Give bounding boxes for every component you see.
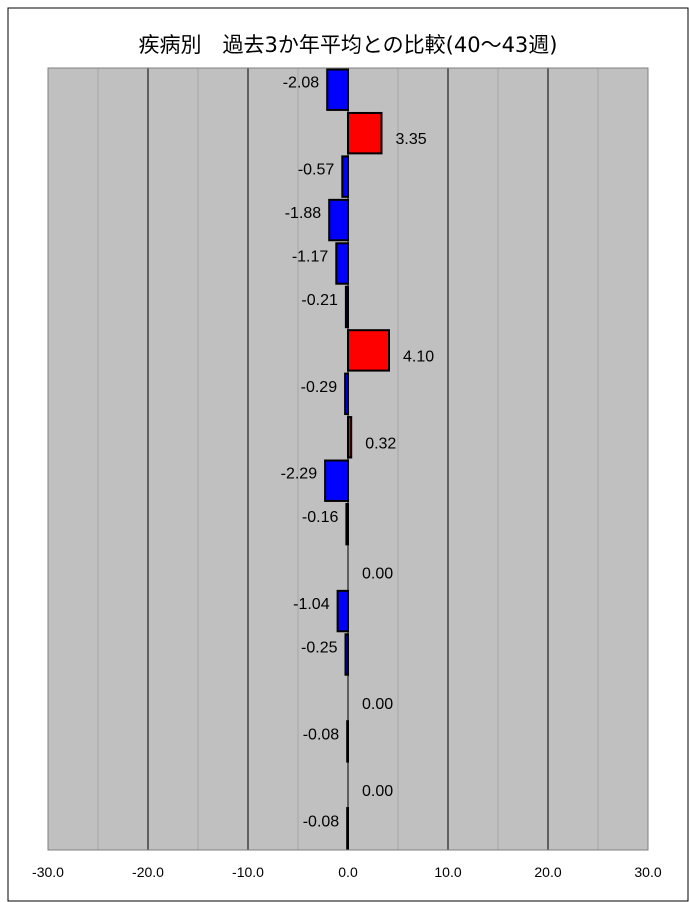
bar <box>346 807 350 850</box>
bar <box>328 198 350 242</box>
data-label: -0.21 <box>301 292 338 309</box>
data-label: -2.29 <box>281 466 318 483</box>
bar <box>345 502 349 546</box>
bar <box>326 68 350 111</box>
x-tick-label: -30.0 <box>32 864 64 880</box>
bar <box>335 242 349 285</box>
bar <box>344 285 349 329</box>
data-label: 0.32 <box>365 435 396 452</box>
data-label: -0.08 <box>303 726 340 743</box>
data-label: -1.88 <box>285 205 322 222</box>
x-tick-label: 10.0 <box>434 864 461 880</box>
data-label: -2.08 <box>283 75 320 92</box>
data-label: -0.57 <box>298 162 335 179</box>
bar <box>341 155 349 198</box>
bar <box>344 372 350 416</box>
chart-title: 疾病別 過去3か年平均との比較(40〜43週) <box>139 33 558 57</box>
bar <box>344 633 349 676</box>
bar <box>324 459 350 502</box>
x-tick-label: -10.0 <box>232 864 264 880</box>
gridlines <box>47 67 649 851</box>
x-tick-label: 20.0 <box>534 864 561 880</box>
bar <box>347 416 353 459</box>
x-tick-label: 0.0 <box>338 864 358 880</box>
x-tick-label: 30.0 <box>634 864 661 880</box>
bar <box>347 329 390 372</box>
data-label: 0.00 <box>362 566 393 583</box>
x-tick-label: -20.0 <box>132 864 164 880</box>
data-labels: -2.08 3.35 -0.57 -1.88 -1.17 -0.21 4.10 -0.29 0.… <box>281 75 435 831</box>
data-label: -1.17 <box>292 248 329 265</box>
bar <box>336 589 350 633</box>
bars <box>324 68 390 850</box>
bar <box>346 720 350 763</box>
bar <box>347 111 383 155</box>
data-label: -1.04 <box>293 596 330 613</box>
data-label: -0.25 <box>301 639 338 656</box>
data-label: -0.16 <box>302 509 339 526</box>
plot-border <box>47 67 649 851</box>
data-label: 3.35 <box>396 131 427 148</box>
x-axis-ticks: -30.0 -20.0 -10.0 0.0 10.0 20.0 30.0 <box>32 864 662 880</box>
data-label: -0.29 <box>301 379 338 396</box>
data-label: 0.00 <box>362 783 393 800</box>
data-label: 4.10 <box>403 348 434 365</box>
data-label: 0.00 <box>362 696 393 713</box>
data-label: -0.08 <box>303 813 340 830</box>
